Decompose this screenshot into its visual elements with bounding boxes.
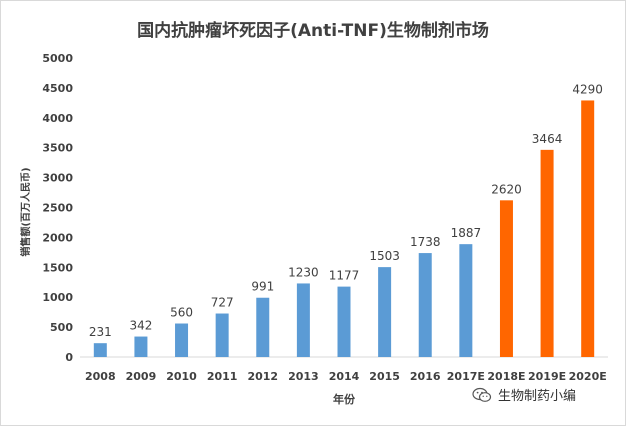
x-tick-label: 2015 — [369, 370, 400, 383]
data-label: 560 — [170, 306, 193, 320]
data-label: 1887 — [451, 226, 482, 240]
data-label: 991 — [251, 280, 274, 294]
x-tick-label: 2010 — [166, 370, 197, 383]
y-tick-label: 5000 — [42, 52, 73, 65]
y-tick-label: 3000 — [42, 172, 73, 185]
y-tick-label: 2500 — [42, 202, 73, 215]
x-tick-label: 2018E — [487, 370, 525, 383]
y-tick-label: 0 — [65, 351, 73, 364]
x-tick-label: 2014 — [329, 370, 360, 383]
bar — [499, 200, 513, 357]
x-axis-title: 年份 — [333, 392, 356, 406]
y-tick-label: 500 — [50, 321, 73, 334]
x-tick-label: 2009 — [126, 370, 157, 383]
bar — [459, 244, 473, 357]
bar — [134, 336, 148, 357]
x-tick-label: 2011 — [207, 370, 238, 383]
data-label: 342 — [129, 319, 152, 333]
bar — [296, 283, 310, 357]
bar — [175, 323, 189, 357]
bar — [378, 267, 392, 357]
y-axis-title: 销售额(百万人民币) — [19, 167, 32, 256]
x-tick-label: 2017E — [447, 370, 485, 383]
data-label: 2620 — [491, 182, 522, 196]
wechat-icon — [472, 387, 492, 402]
chart-title: 国内抗肿瘤坏死因子(Anti-TNF)生物制剂市场 — [137, 21, 489, 41]
data-label: 231 — [89, 325, 112, 339]
bar — [540, 149, 554, 357]
y-tick-label: 2000 — [42, 231, 73, 244]
data-label: 727 — [211, 296, 234, 310]
x-tick-label: 2012 — [247, 370, 278, 383]
x-tick-label: 2020E — [569, 370, 607, 383]
bar — [256, 297, 270, 357]
bar — [581, 100, 595, 357]
y-tick-label: 4500 — [42, 82, 73, 95]
y-tick-label: 1500 — [42, 261, 73, 274]
x-tick-label: 2013 — [288, 370, 319, 383]
y-tick-label: 4000 — [42, 112, 73, 125]
y-tick-label: 3500 — [42, 142, 73, 155]
data-label: 1738 — [410, 235, 441, 249]
watermark-text: 生物制药小编 — [498, 389, 577, 404]
x-tick-label: 2008 — [85, 370, 116, 383]
bar — [337, 286, 351, 357]
bar — [418, 253, 432, 357]
x-tick-label: 2019E — [528, 370, 566, 383]
data-label: 1177 — [329, 269, 360, 283]
bar — [93, 343, 107, 357]
data-label: 1230 — [288, 265, 319, 279]
bar — [215, 313, 229, 357]
data-label: 3464 — [532, 132, 563, 146]
data-label: 4290 — [572, 82, 603, 96]
watermark: 生物制药小编 — [472, 385, 576, 404]
y-tick-label: 1000 — [42, 291, 73, 304]
x-tick-label: 2016 — [410, 370, 441, 383]
data-label: 1503 — [369, 249, 400, 263]
